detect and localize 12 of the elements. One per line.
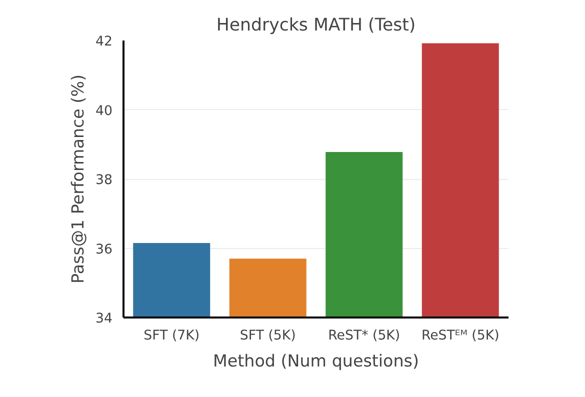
y-tick-label: 38 bbox=[96, 173, 113, 188]
y-tick-label: 40 bbox=[96, 104, 113, 119]
chart-title: Hendrycks MATH (Test) bbox=[216, 16, 416, 36]
y-tick-label: 34 bbox=[96, 312, 113, 326]
x-tick-label: SFT (7K) bbox=[144, 328, 200, 344]
y-tick-label: 42 bbox=[96, 34, 113, 50]
y-axis-title: Pass@1 Performance (%) bbox=[68, 74, 88, 284]
x-axis-title: Method (Num questions) bbox=[213, 352, 419, 370]
y-tick-label: 36 bbox=[96, 242, 113, 258]
x-tick-label: ReSTᴱᴹ (5K) bbox=[421, 328, 500, 344]
x-tick-label: SFT (5K) bbox=[240, 328, 296, 344]
x-tick-label: ReST* (5K) bbox=[328, 328, 400, 344]
